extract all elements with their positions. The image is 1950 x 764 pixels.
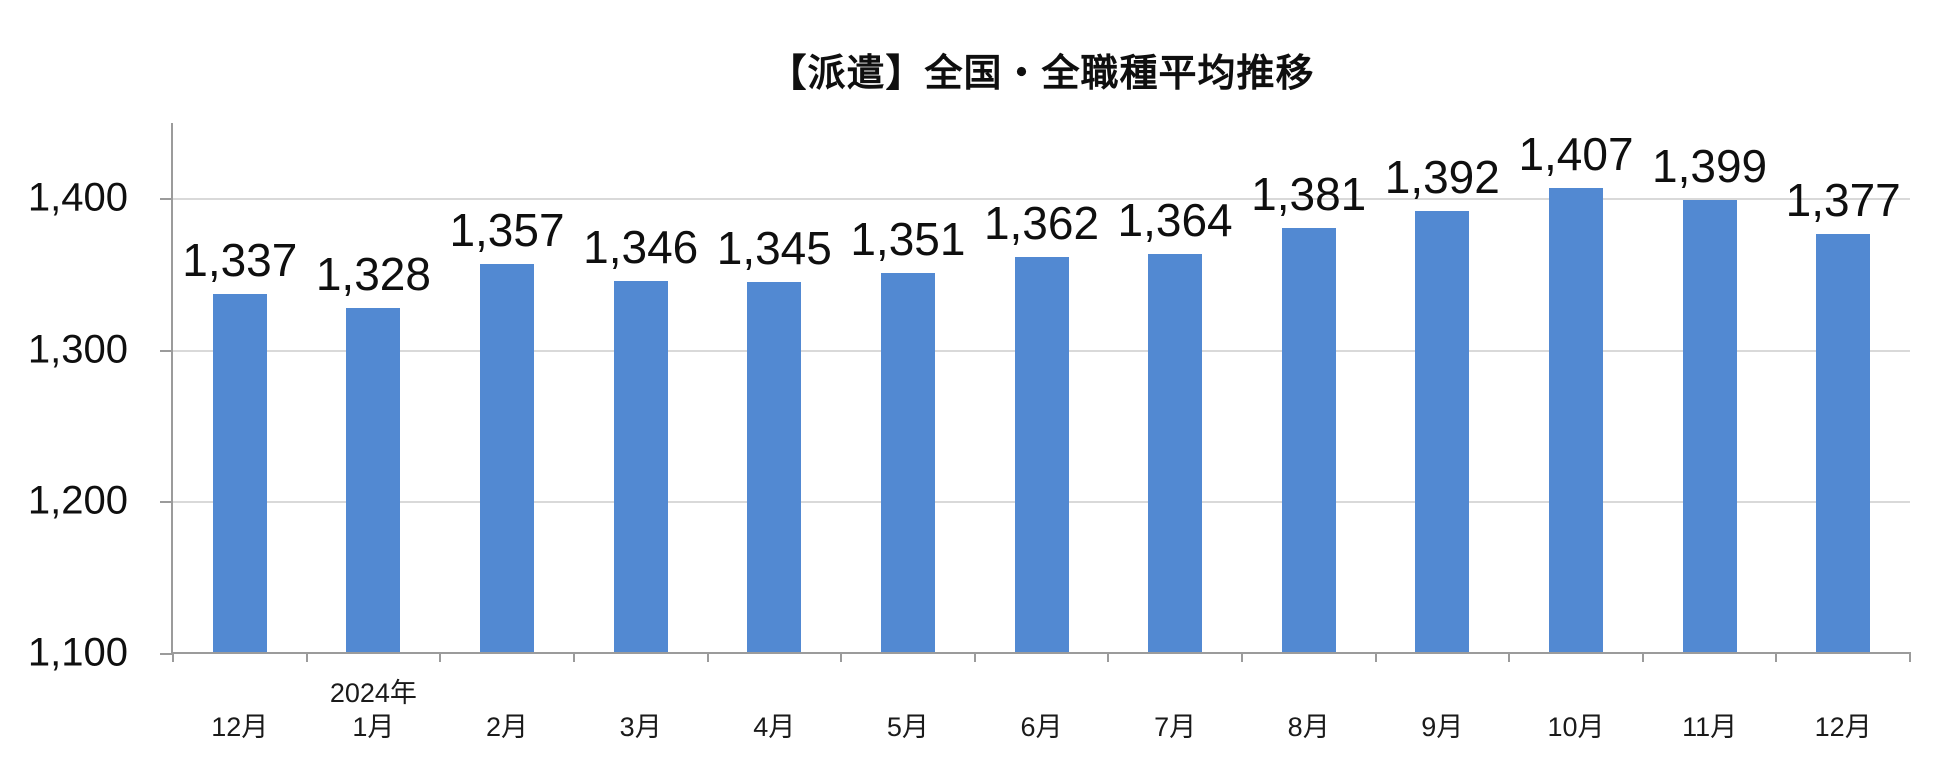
x-axis-category-label: 2月 (485, 712, 529, 742)
x-axis-tick-mark (1374, 652, 1377, 662)
x-axis-category-label: 9月 (1421, 712, 1464, 742)
x-axis-category-label: 12月 (1814, 712, 1872, 742)
bar-value-label: 1,328 (315, 248, 431, 301)
x-axis-tick-mark (973, 652, 976, 662)
chart-title: 【派遣】全国・全職種平均推移 (768, 53, 1315, 95)
bar-value-label: 1,364 (1117, 193, 1233, 246)
bar (880, 273, 935, 652)
bar-value-label: 1,337 (182, 234, 298, 287)
bar-value-label: 1,345 (716, 222, 832, 275)
x-axis-category-label: 5月 (886, 712, 929, 742)
y-axis-tick-label: 1,200 (27, 478, 128, 523)
bar (747, 282, 802, 652)
bar (1415, 211, 1470, 652)
bar-value-label: 1,399 (1652, 140, 1768, 193)
x-axis-category-label: 8月 (1287, 712, 1330, 742)
bar (1281, 227, 1336, 652)
x-axis-tick-mark (572, 652, 575, 662)
x-axis-tick-mark (1240, 652, 1243, 662)
x-axis-tick-mark (1508, 652, 1511, 662)
bar-value-label: 1,407 (1518, 128, 1634, 181)
x-axis-tick-mark (439, 652, 442, 662)
bar-value-label: 1,392 (1384, 151, 1500, 203)
y-axis-tick-label: 1,300 (27, 327, 128, 372)
x-axis-tick-mark (706, 652, 709, 662)
x-axis-category-label: 6月 (1020, 712, 1063, 742)
y-axis-tick-mark (160, 197, 173, 200)
year-annotation: 2024年 (329, 678, 417, 708)
bar (1682, 200, 1737, 652)
x-axis-category-label: 10月 (1547, 712, 1605, 742)
bar-value-label: 1,357 (449, 204, 565, 257)
y-gridline (173, 197, 1910, 200)
bar (1148, 253, 1203, 652)
y-axis-tick-label: 1,100 (27, 630, 128, 675)
x-axis-category-label: 1月 (352, 712, 395, 742)
y-axis-line (171, 123, 173, 654)
bar (613, 280, 668, 652)
x-axis-tick-mark (1775, 652, 1778, 662)
x-axis-category-label: 11月 (1682, 712, 1738, 742)
bar-value-label: 1,377 (1785, 173, 1901, 226)
bar (480, 264, 534, 652)
x-axis-tick-mark (1107, 652, 1110, 662)
bar (1549, 188, 1603, 652)
y-axis-tick-mark (160, 653, 173, 655)
bar (1816, 233, 1871, 652)
bar (1014, 256, 1069, 652)
x-axis-category-label: 4月 (753, 712, 796, 742)
x-axis-tick-mark (172, 652, 174, 662)
bar (212, 294, 267, 652)
x-axis-tick-mark (840, 652, 843, 662)
x-axis-line (171, 652, 1910, 654)
bar-value-label: 1,346 (583, 220, 699, 273)
y-axis-tick-label: 1,400 (27, 175, 128, 220)
x-axis-tick-mark (1641, 652, 1644, 662)
x-axis-tick-mark (305, 652, 308, 662)
y-axis-tick-mark (160, 349, 173, 352)
bar-value-label: 1,351 (850, 213, 966, 266)
x-axis-category-label: 7月 (1154, 712, 1197, 742)
bar (346, 308, 401, 652)
x-axis-tick-mark (1909, 652, 1911, 662)
x-axis-category-label: 3月 (619, 712, 662, 742)
bar-value-label: 1,381 (1251, 167, 1367, 220)
bar-value-label: 1,362 (983, 196, 1100, 249)
y-axis-tick-mark (160, 501, 173, 504)
x-axis-category-label: 12月 (211, 712, 269, 742)
